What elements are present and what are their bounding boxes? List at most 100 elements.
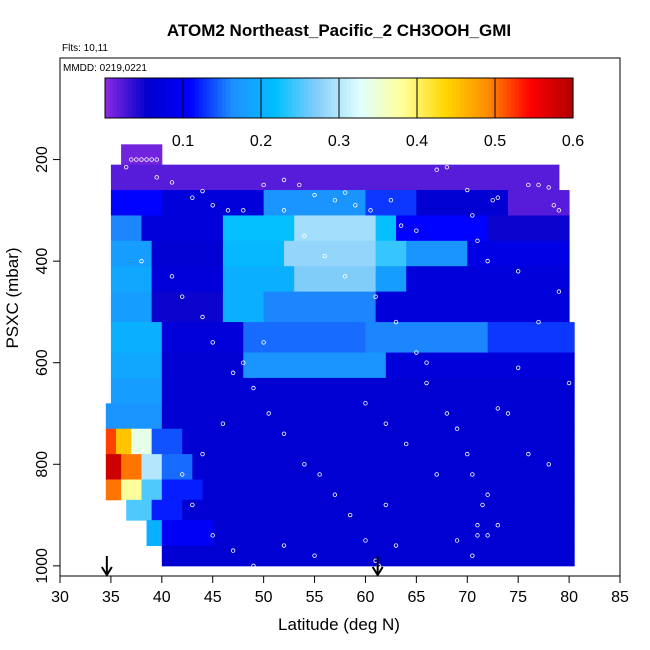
colorbar-tick-label: 0.3 xyxy=(328,133,350,150)
colorbar-segment xyxy=(311,78,317,118)
flight-point xyxy=(225,208,231,213)
colorbar-segment xyxy=(339,78,344,118)
flight-point xyxy=(200,188,205,194)
heatmap-cell xyxy=(487,322,575,354)
heatmap-cell xyxy=(365,322,489,354)
flight-point xyxy=(454,426,460,431)
flight-point xyxy=(551,203,557,208)
colorbar-ticks: 0.1 0.2 0.3 0.4 0.5 0.6 xyxy=(172,78,584,150)
colorbar-segment xyxy=(405,78,410,118)
heatmap-cell xyxy=(110,352,163,379)
flight-point xyxy=(434,472,439,477)
heatmap-cell xyxy=(487,215,570,242)
flight-point xyxy=(347,512,353,518)
colorbar-segment xyxy=(194,78,200,118)
x-tick-label: 40 xyxy=(153,589,171,606)
flight-point xyxy=(485,492,490,497)
flight-point xyxy=(373,294,378,299)
colorbar-segment xyxy=(448,78,453,118)
flight-point xyxy=(139,157,144,162)
heatmap-cell xyxy=(110,291,153,323)
flight-point xyxy=(383,502,389,508)
y-tick-label: 1000 xyxy=(34,548,51,584)
flight-point xyxy=(281,543,287,548)
heatmap-cell xyxy=(375,215,397,242)
heatmap-cell xyxy=(161,352,244,379)
heatmap-cell xyxy=(151,291,224,323)
colorbar-segment xyxy=(440,78,445,118)
y-tick-label: 600 xyxy=(34,349,51,376)
colorbar-segment xyxy=(229,78,235,118)
x-axis: 30 35 40 45 50 55 60 65 70 75 80 85 xyxy=(51,575,629,606)
heatmap-cell xyxy=(126,499,153,521)
heatmap-cell xyxy=(202,479,575,501)
y-axis: 200 400 600 800 1000 xyxy=(34,58,61,584)
colorbar-segment xyxy=(502,78,508,118)
heatmap-cell xyxy=(110,322,163,354)
flight-point xyxy=(398,223,404,228)
flight-point xyxy=(505,411,511,416)
colorbar-segment xyxy=(350,78,356,118)
colorbar-segment xyxy=(268,78,274,118)
heatmap-cell xyxy=(131,428,153,455)
flight-point xyxy=(129,157,134,162)
flight-point xyxy=(281,208,287,213)
colorbar-tick-label: 0.4 xyxy=(406,133,428,150)
flight-point xyxy=(312,192,317,198)
colorbar-segment xyxy=(280,78,285,118)
flight-point xyxy=(454,538,460,543)
colorbar-segment xyxy=(374,78,379,118)
heatmap-cell xyxy=(243,352,387,379)
heatmap-cell xyxy=(161,545,575,567)
x-axis-label: Latitude (deg N) xyxy=(278,615,400,634)
colorbar-segment xyxy=(514,78,519,118)
colorbar-segment xyxy=(128,78,133,118)
heatmap-cell xyxy=(222,240,285,267)
flight-point xyxy=(134,157,139,162)
marker-arrow-head xyxy=(100,566,113,577)
colorbar-segment xyxy=(307,78,313,118)
colorbar-segment xyxy=(327,78,332,118)
heatmap-cell xyxy=(110,240,153,267)
flight-point xyxy=(414,228,419,233)
heatmap-cell xyxy=(161,403,575,430)
flight-point xyxy=(485,258,490,264)
colorbar-segment xyxy=(198,78,204,118)
colorbar-segment xyxy=(475,78,480,118)
colorbar-segment xyxy=(210,78,215,118)
colorbar-segment xyxy=(190,78,196,118)
heatmap-cell xyxy=(121,479,142,501)
heatmap-cell xyxy=(161,377,575,404)
colorbar-segment xyxy=(108,78,114,118)
colorbar-segment xyxy=(413,78,418,118)
x-tick-label: 30 xyxy=(51,589,69,606)
flight-point xyxy=(526,451,531,457)
colorbar-segment xyxy=(459,78,465,118)
flight-point xyxy=(444,164,450,170)
flight-point xyxy=(241,208,246,213)
flight-point xyxy=(154,175,159,180)
flight-point xyxy=(485,533,490,538)
colorbar-segment xyxy=(483,78,488,118)
colorbar-segment xyxy=(346,78,352,118)
colorbar-segment xyxy=(358,78,363,118)
colorbar-segment xyxy=(479,78,484,118)
flight-point xyxy=(266,411,271,416)
heatmap-cell xyxy=(141,454,163,481)
colorbar-tick-label: 0.5 xyxy=(484,133,506,150)
colorbar-segment xyxy=(331,78,336,118)
x-tick-label: 35 xyxy=(102,589,120,606)
flight-point xyxy=(230,548,236,553)
colorbar-segment xyxy=(495,78,500,118)
flight-point xyxy=(144,157,149,162)
flight-point xyxy=(536,319,541,325)
colorbar-segment xyxy=(300,78,305,118)
flight-point xyxy=(149,157,154,162)
flight-point xyxy=(434,167,439,172)
heatmap-cell xyxy=(375,240,407,267)
heatmap-cell xyxy=(263,291,377,323)
heatmap-cell xyxy=(105,454,122,481)
flight-point xyxy=(332,492,338,497)
colorbar-segment xyxy=(444,78,449,118)
colorbar-segment xyxy=(518,78,523,118)
